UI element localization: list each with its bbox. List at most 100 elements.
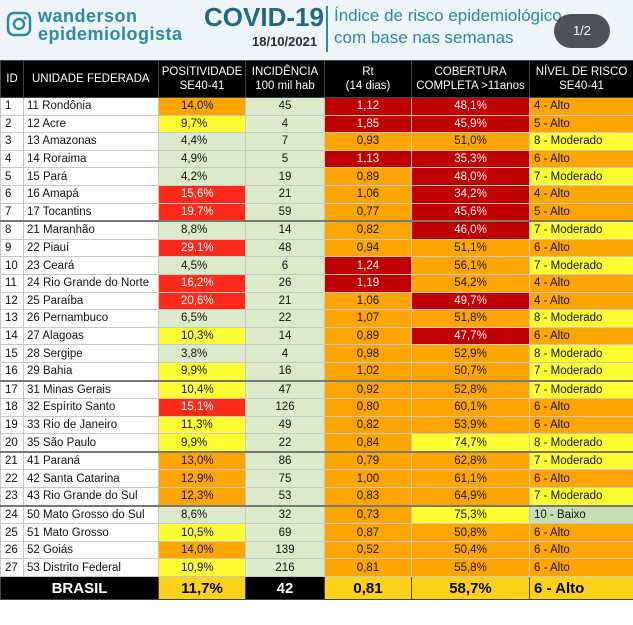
row-incidence: 19 (245, 167, 325, 186)
row-coverage: 74,7% (411, 433, 530, 453)
row-incidence: 86 (245, 450, 325, 471)
table-row: 6 16 Amapá 15,6% 21 1,06 34,2% 4 - Alto (0, 184, 633, 204)
row-incidence: 49 (245, 415, 325, 435)
col-header-id: ID (0, 60, 24, 98)
table-row: 20 35 São Paulo 9,9% 22 0,84 74,7% 8 - Moderad… (0, 433, 633, 453)
row-positivity: 10,5% (158, 523, 246, 542)
table-row: 8 21 Maranhão 8,8% 14 0,82 46,0% 7 - Moderado (0, 220, 633, 240)
row-positivity: 10,4% (158, 379, 246, 400)
row-incidence: 48 (245, 238, 325, 258)
row-incidence: 69 (245, 523, 325, 542)
row-id: 6 (0, 184, 24, 204)
row-risk-level: 6 - Alto (529, 523, 633, 542)
row-incidence: 6 (245, 256, 325, 275)
row-risk-level: 8 - Moderado (529, 433, 633, 453)
row-incidence: 5 (245, 149, 325, 169)
row-unit: 51 Mato Grosso (23, 523, 159, 542)
table-row: 26 52 Goiás 14,0% 139 0,52 50,4% 6 - Alto (0, 540, 633, 560)
row-unit: 42 Santa Catarina (23, 469, 159, 489)
col-header-incidence: INCIDÊNCIA 100 mil hab (245, 60, 325, 98)
row-id: 7 (0, 202, 24, 222)
brand-name-line1: wanderson (38, 6, 138, 26)
row-rt: 0,89 (324, 326, 412, 346)
row-positivity: 9,7% (158, 114, 246, 134)
row-positivity: 4,4% (158, 132, 246, 151)
row-incidence: 75 (245, 469, 325, 489)
row-coverage: 47,7% (411, 326, 530, 346)
row-positivity: 8,6% (158, 504, 246, 525)
row-unit: 16 Amapá (23, 184, 159, 204)
total-positivity: 11,7% (158, 576, 246, 601)
row-unit: 13 Amazonas (23, 132, 159, 151)
row-id: 20 (0, 433, 24, 453)
row-id: 26 (0, 540, 24, 560)
row-risk-level: 4 - Alto (529, 184, 633, 204)
row-positivity: 10,3% (158, 326, 246, 346)
row-incidence: 45 (245, 97, 325, 116)
row-unit: 31 Minas Gerais (23, 379, 159, 400)
table-row: 11 24 Rio Grande do Norte 16,2% 26 1,19 54,2%… (0, 273, 633, 293)
row-positivity: 29,1% (158, 238, 246, 258)
table-row: 19 33 Rio de Janeiro 11,3% 49 0,82 53,9% 6 - A… (0, 415, 633, 435)
row-id: 11 (0, 273, 24, 293)
row-positivity: 14,0% (158, 97, 246, 116)
row-risk-level: 6 - Alto (529, 238, 633, 258)
row-risk-level: 7 - Moderado (529, 167, 633, 186)
table-row: 9 22 Piauí 29,1% 48 0,94 51,1% 6 - Alto (0, 238, 633, 258)
row-coverage: 50,7% (411, 361, 530, 382)
row-coverage: 51,0% (411, 132, 530, 151)
row-incidence: 14 (245, 326, 325, 346)
row-incidence: 22 (245, 433, 325, 453)
table-row: 7 17 Tocantins 19,7% 59 0,77 45,6% 5 - Alto (0, 202, 633, 222)
row-unit: 22 Piauí (23, 238, 159, 258)
row-id: 25 (0, 523, 24, 542)
row-incidence: 139 (245, 540, 325, 560)
row-rt: 0,81 (324, 558, 412, 578)
row-rt: 1,85 (324, 114, 412, 134)
table-row: 15 28 Sergipe 3,8% 4 0,98 52,9% 8 - Moderado (0, 344, 633, 363)
row-risk-level: 6 - Alto (529, 398, 633, 417)
row-id: 1 (0, 97, 24, 116)
row-rt: 0,94 (324, 238, 412, 258)
row-positivity: 15,6% (158, 184, 246, 204)
row-coverage: 50,4% (411, 540, 530, 560)
row-positivity: 19,7% (158, 202, 246, 222)
row-risk-level: 7 - Moderado (529, 487, 633, 507)
page-indicator-button[interactable]: 1/2 (554, 14, 610, 48)
row-unit: 29 Bahia (23, 361, 159, 382)
row-coverage: 52,8% (411, 379, 530, 400)
row-incidence: 21 (245, 291, 325, 311)
row-id: 15 (0, 344, 24, 363)
row-rt: 1,00 (324, 469, 412, 489)
brand-name-line2: epidemiologista (38, 24, 183, 44)
table-total-row: BRASIL 11,7% 42 0,81 58,7% 6 - Alto (0, 576, 633, 601)
row-incidence: 126 (245, 398, 325, 417)
row-rt: 0,82 (324, 415, 412, 435)
row-id: 13 (0, 309, 24, 328)
row-risk-level: 8 - Moderado (529, 132, 633, 151)
row-unit: 27 Alagoas (23, 326, 159, 346)
page-title: COVID-19 (204, 2, 324, 32)
col-header-coverage: COBERTURA COMPLETA >11anos (411, 60, 530, 98)
row-coverage: 51,1% (411, 238, 530, 258)
row-risk-level: 6 - Alto (529, 326, 633, 346)
total-incidence: 42 (245, 576, 325, 601)
total-label: BRASIL (0, 576, 159, 601)
row-risk-level: 6 - Alto (529, 558, 633, 578)
row-positivity: 12,3% (158, 487, 246, 507)
row-risk-level: 6 - Alto (529, 415, 633, 435)
row-unit: 14 Roraima (23, 149, 159, 169)
subtitle-line1: Índice de risco epidemiológico (334, 6, 562, 25)
row-risk-level: 8 - Moderado (529, 309, 633, 328)
row-rt: 0,93 (324, 132, 412, 151)
row-risk-level: 10 - Baixo (529, 504, 633, 525)
subtitle-line2: com base nas semanas (334, 28, 514, 47)
row-risk-level: 5 - Alto (529, 202, 633, 222)
row-unit: 24 Rio Grande do Norte (23, 273, 159, 293)
row-positivity: 8,8% (158, 220, 246, 240)
row-rt: 0,79 (324, 450, 412, 471)
header: wanderson epidemiologista COVID-19 18/10… (0, 0, 633, 60)
row-unit: 23 Ceará (23, 256, 159, 275)
row-positivity: 20,6% (158, 291, 246, 311)
row-incidence: 53 (245, 487, 325, 507)
